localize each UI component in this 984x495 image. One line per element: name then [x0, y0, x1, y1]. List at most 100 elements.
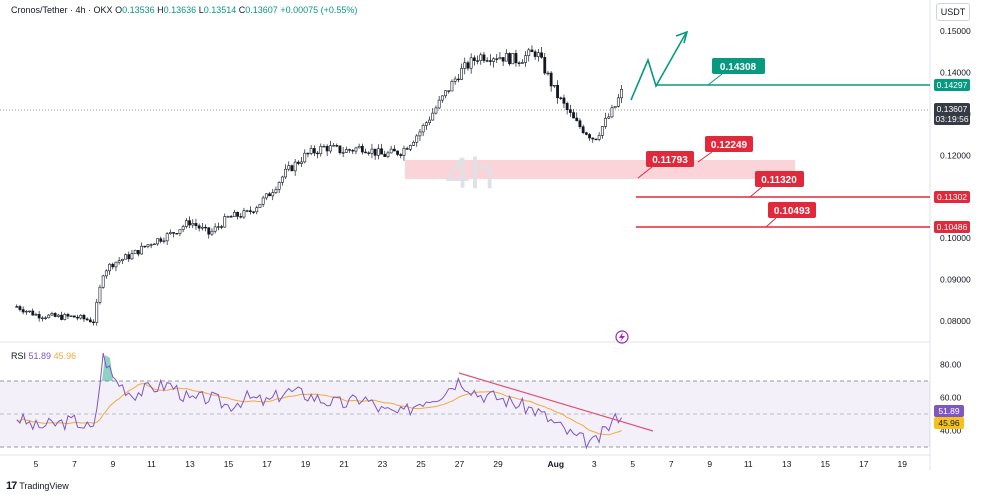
- support-zone[interactable]: [405, 160, 795, 179]
- symbol-header[interactable]: Cronos/Tether · 4h · OKX O0.13536 H0.136…: [11, 5, 357, 15]
- candle-body: [610, 107, 614, 118]
- candle-body: [447, 90, 451, 92]
- candle-body: [72, 315, 76, 318]
- symbol-name[interactable]: Cronos/Tether · 4h · OKX: [11, 5, 113, 15]
- annotation-0.14308[interactable]: 0.14308: [707, 58, 765, 86]
- candle-body: [95, 302, 99, 323]
- tradingview-logo[interactable]: 17 TradingView: [6, 480, 69, 492]
- time-tick-label: 11: [147, 459, 156, 469]
- svg-text:45.96: 45.96: [938, 418, 960, 428]
- candle-body: [476, 60, 479, 62]
- candle-body: [194, 223, 198, 227]
- svg-text:51.89: 51.89: [938, 406, 960, 416]
- rsi-tick-label: 60.00: [940, 393, 962, 403]
- candle-body: [383, 153, 387, 157]
- candle-body: [300, 161, 303, 164]
- candle-body: [338, 145, 342, 154]
- candle-body: [149, 244, 153, 246]
- candle-body: [284, 168, 287, 178]
- candle-body: [108, 263, 111, 272]
- rsi-ma-value: 45.96: [53, 351, 77, 361]
- candle-body: [56, 314, 60, 317]
- candle-body: [34, 314, 38, 316]
- candle-body: [469, 57, 473, 69]
- candle-body: [344, 149, 348, 153]
- open-value: 0.13536: [122, 5, 155, 15]
- projection-path[interactable]: [630, 32, 687, 101]
- close-value: 0.13607: [245, 5, 278, 15]
- candle-body: [24, 310, 28, 313]
- time-tick-label: 9: [707, 459, 712, 469]
- time-tick-label: 13: [782, 459, 792, 469]
- currency-button[interactable]: USDT: [936, 3, 970, 21]
- candle-body: [351, 150, 355, 152]
- candle-body: [463, 62, 467, 69]
- time-tick-label: 17: [262, 459, 272, 469]
- time-tick-label: 15: [224, 459, 234, 469]
- candle-body: [514, 53, 518, 64]
- badge-rsi: 51.89: [934, 405, 964, 417]
- candle-body: [37, 314, 41, 319]
- candle-body: [98, 286, 102, 303]
- candle-body: [120, 258, 124, 261]
- time-tick-label: 5: [630, 459, 635, 469]
- candle-body: [213, 226, 217, 232]
- candle-body: [559, 97, 563, 99]
- high-value: 0.13636: [163, 5, 197, 15]
- candle-body: [581, 126, 585, 133]
- close-label: C: [238, 5, 246, 15]
- annotation-0.11793[interactable]: 0.11793: [637, 151, 694, 179]
- candle-body: [428, 119, 431, 124]
- candle-body: [258, 203, 262, 208]
- candle-body: [104, 270, 108, 277]
- annotation-0.10493[interactable]: 0.10493: [765, 202, 816, 228]
- candle-body: [296, 161, 300, 164]
- lightning-icon[interactable]: [615, 330, 629, 344]
- low-label: L: [198, 5, 204, 15]
- candle-body: [248, 210, 252, 213]
- candle-body: [421, 125, 425, 133]
- rsi-ma-line: [16, 383, 622, 436]
- candle-body: [405, 148, 409, 150]
- candle-body: [82, 314, 86, 320]
- candle-body: [322, 145, 326, 148]
- time-tick-label: 13: [185, 459, 195, 469]
- candle-body: [402, 148, 406, 156]
- candle-body: [396, 150, 399, 155]
- candle-body: [501, 57, 505, 62]
- candle-body: [207, 227, 211, 235]
- candle-body: [293, 161, 297, 172]
- time-axis[interactable]: 5 7 9 11 13 15 17 19 21 23 25 27 29 Aug 3 5 7 9 11 13 15 17 19: [34, 459, 908, 469]
- rsi-trendline[interactable]: [458, 372, 654, 432]
- candle-body: [53, 313, 57, 317]
- annotation-0.12249[interactable]: 0.12249: [697, 136, 753, 163]
- candle-body: [488, 60, 492, 62]
- candle-body: [412, 141, 415, 146]
- rsi-tick-label: 80.00: [940, 360, 962, 370]
- rsi-axis[interactable]: 80.00 60.00 40.00: [940, 360, 962, 436]
- time-tick-label: 21: [339, 459, 349, 469]
- price-axis[interactable]: 0.150000.140000.130000.120000.110000.100…: [940, 26, 971, 326]
- candle-body: [66, 314, 70, 317]
- candle-body: [268, 193, 271, 197]
- candle-body: [255, 207, 259, 213]
- candle-body: [197, 225, 201, 229]
- svg-text:0.13607: 0.13607: [937, 104, 968, 114]
- price-tick-label: 0.09000: [940, 275, 971, 285]
- candle-body: [280, 176, 284, 183]
- rsi-legend[interactable]: RSI 51.89 45.96: [11, 351, 76, 361]
- candle-body: [415, 135, 419, 143]
- candle-body: [508, 53, 511, 65]
- candle-body: [620, 88, 623, 99]
- candle-body: [437, 99, 441, 109]
- time-tick-label: 5: [34, 459, 39, 469]
- tradingview-mark-icon: 17: [6, 480, 17, 492]
- candle-body: [309, 148, 313, 154]
- time-tick-label: 19: [301, 459, 311, 469]
- annotation-0.11320[interactable]: 0.11320: [749, 171, 804, 198]
- time-tick-label: 9: [111, 459, 116, 469]
- candle-body: [498, 57, 502, 60]
- candle-body: [572, 112, 575, 119]
- candle-body: [159, 238, 163, 242]
